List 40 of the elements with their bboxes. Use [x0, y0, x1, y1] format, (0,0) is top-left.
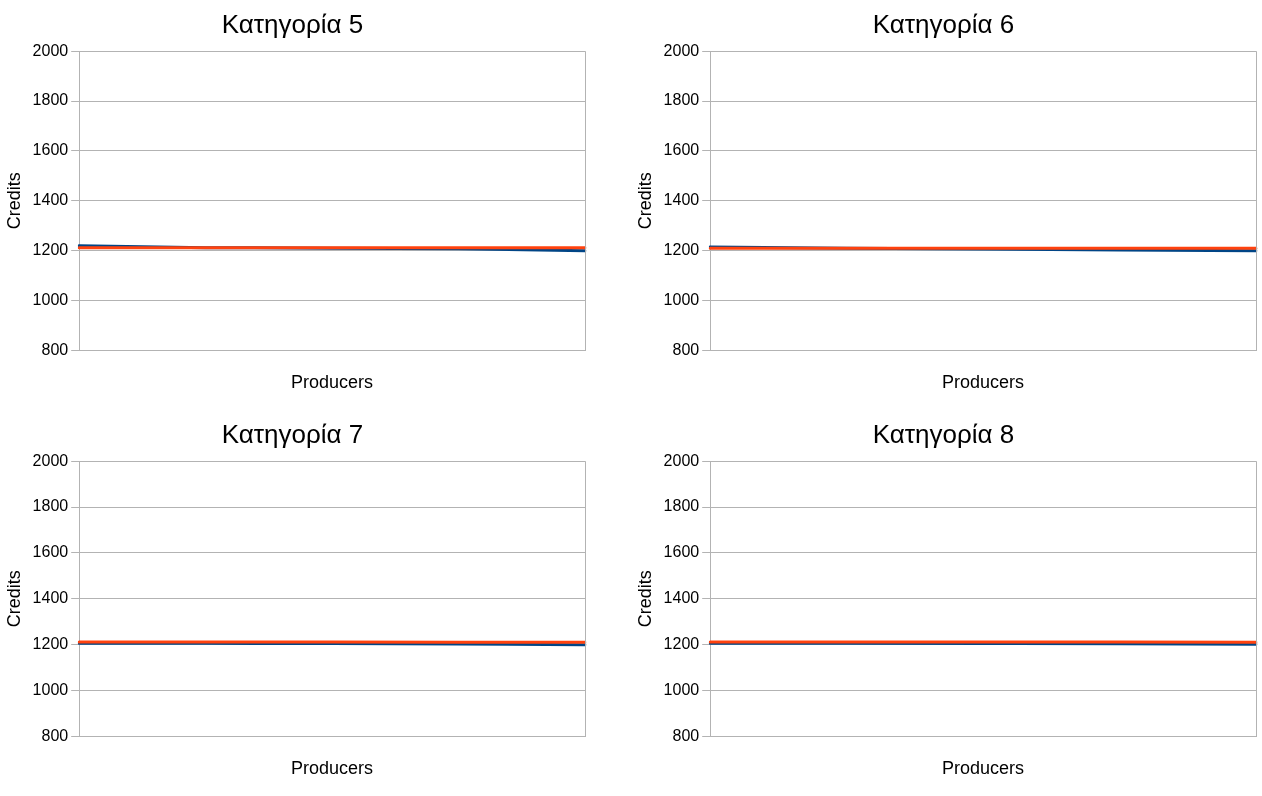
x-axis-title: Producers — [942, 758, 1025, 779]
y-tick-label: 1800 — [663, 497, 700, 515]
y-axis-title: Credits — [634, 172, 655, 230]
y-tick-label: 1000 — [663, 290, 700, 308]
y-tick-label: 1200 — [663, 241, 700, 259]
y-tick-label: 2000 — [663, 41, 700, 59]
y-tick-label: 1800 — [32, 91, 69, 109]
y-tick-label: 1400 — [32, 191, 69, 209]
y-tick-label: 1200 — [32, 241, 69, 259]
y-tick-label: 1000 — [663, 680, 700, 698]
y-tick-label: 800 — [41, 726, 69, 744]
y-axis-title: Credits — [3, 570, 24, 628]
y-tick-label: 1400 — [663, 589, 700, 607]
x-axis-title: Producers — [942, 372, 1025, 393]
y-tick-label: 1600 — [663, 543, 700, 561]
y-tick-label: 1800 — [32, 497, 69, 515]
y-tick-label: 1600 — [32, 141, 69, 159]
y-tick-label: 800 — [672, 340, 700, 358]
y-tick-label: 1600 — [32, 543, 69, 561]
y-tick-label: 1400 — [32, 589, 69, 607]
y-axis-title: Credits — [634, 570, 655, 628]
chart-title: Κατηγορία 5 — [221, 8, 364, 39]
y-tick-label: 1600 — [663, 141, 700, 159]
y-tick-label: 2000 — [32, 41, 69, 59]
y-tick-label: 800 — [41, 340, 69, 358]
y-tick-label: 2000 — [663, 451, 700, 469]
y-tick-label: 2000 — [32, 451, 69, 469]
y-tick-label: 1800 — [663, 91, 700, 109]
x-axis-title: Producers — [291, 758, 374, 779]
y-tick-label: 800 — [672, 726, 700, 744]
y-tick-label: 1200 — [663, 635, 700, 653]
y-tick-label: 1000 — [32, 290, 69, 308]
y-tick-label: 1000 — [32, 680, 69, 698]
y-tick-label: 1200 — [32, 635, 69, 653]
y-tick-label: 1400 — [663, 191, 700, 209]
chart-title: Κατηγορία 7 — [221, 418, 364, 449]
chart-title: Κατηγορία 8 — [872, 418, 1015, 449]
y-axis-title: Credits — [3, 172, 24, 230]
x-axis-title: Producers — [291, 372, 374, 393]
chart-title: Κατηγορία 6 — [872, 8, 1015, 39]
